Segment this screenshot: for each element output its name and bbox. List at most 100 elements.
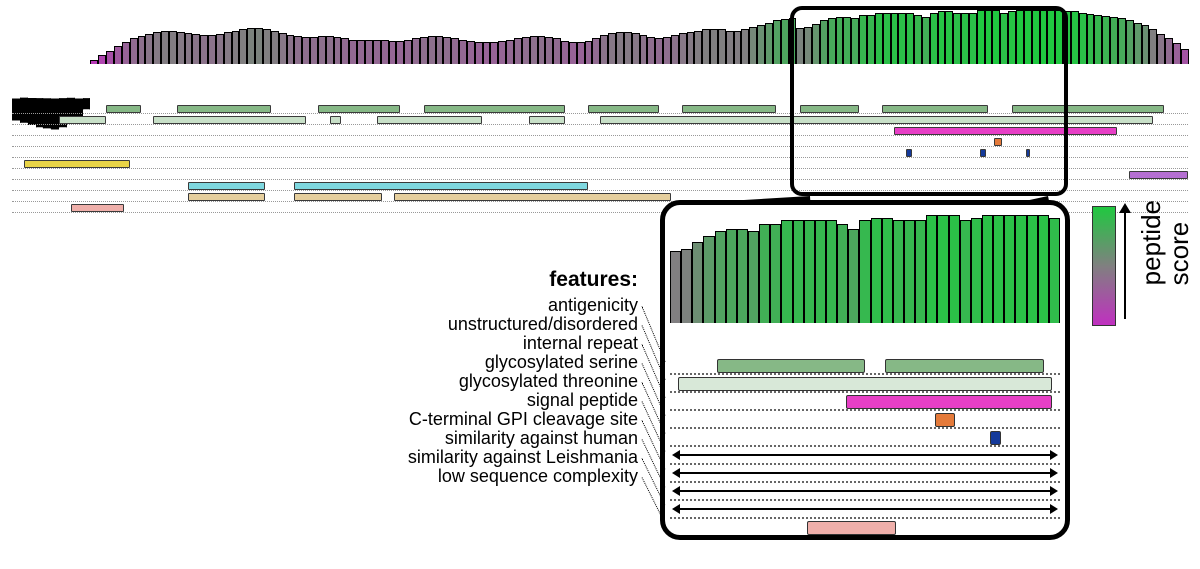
feature-label: signal peptide [326, 391, 638, 410]
segment [682, 105, 776, 113]
track-internal_repeat [12, 126, 1188, 136]
profile-bar [451, 38, 459, 64]
zoom-profile-bar [692, 242, 703, 323]
profile-bar [749, 27, 757, 64]
zoom-profile-bar [1027, 215, 1038, 323]
features-heading: features: [326, 268, 638, 292]
zoom-track-sim_human [670, 483, 1060, 501]
profile-bar [106, 51, 114, 65]
profile-bar [671, 35, 679, 64]
track-sim_human [12, 181, 1188, 191]
profile-bar [726, 31, 734, 65]
profile-bar [632, 33, 640, 65]
zoom-profile-bar [993, 215, 1004, 323]
profile-bar [1110, 17, 1118, 64]
profile-bar [545, 37, 553, 64]
profile-bar [239, 29, 247, 64]
profile-bar [365, 40, 373, 65]
profile-bar [341, 38, 349, 64]
profile-bar [1047, 10, 1055, 64]
profile-bar [710, 29, 718, 64]
zoom-profile-bar [859, 220, 870, 323]
profile-bar [1102, 16, 1110, 64]
continues-arrow-icon [678, 508, 1052, 510]
segment [188, 193, 264, 201]
profile-bar [1055, 10, 1063, 64]
zoom-profile-bar [793, 220, 804, 323]
profile-bar [138, 36, 146, 64]
zoom-track-antigenicity [670, 357, 1060, 375]
segment [994, 138, 1002, 146]
feature-label: C-terminal GPI cleavage site [326, 410, 638, 429]
profile-bar [349, 40, 357, 65]
profile-bar [765, 23, 773, 65]
profile-bar [553, 38, 561, 64]
zoom-profile-bar [971, 218, 982, 323]
feature-label: similarity against human [326, 429, 638, 448]
profile-bar [577, 42, 585, 65]
legend-text: peptide score [1137, 200, 1193, 285]
segment [894, 127, 1117, 135]
profile-bar [624, 32, 632, 65]
profile-bar [185, 33, 193, 65]
profile-bar [271, 31, 279, 65]
profile-bar [1040, 10, 1048, 64]
zoom-profile-bar [915, 220, 926, 323]
profile-bar [843, 17, 851, 64]
track-c_terminal_gpi [12, 170, 1188, 180]
zoom-profile-bar [926, 215, 937, 323]
profile-bar [1016, 10, 1024, 64]
zoom-track-glyco_threonine [670, 429, 1060, 447]
zoom-track-c_terminal_gpi [670, 465, 1060, 483]
profile-bar [396, 41, 404, 65]
feature-label: glycosylated serine [326, 353, 638, 372]
feature-tracks [12, 104, 1188, 214]
track-unstructured [12, 115, 1188, 125]
profile-bar [741, 29, 749, 64]
segment [377, 116, 483, 124]
profile-chart [12, 8, 1188, 98]
zoom-profile-bar [815, 220, 826, 323]
zoom-segment [807, 521, 897, 535]
zoom-track-unstructured [670, 375, 1060, 393]
profile-bar [969, 13, 977, 65]
track-antigenicity [12, 104, 1188, 114]
zoom-profile-bar [1004, 215, 1015, 323]
profile-bar [836, 17, 844, 64]
segment [882, 105, 988, 113]
zoom-profile-bar [726, 229, 737, 323]
zoom-profile-bar [837, 224, 848, 323]
profile-bar [443, 37, 451, 64]
profile-bar [600, 35, 608, 64]
profile-bar [875, 13, 883, 65]
profile-bar [404, 40, 412, 65]
profile-bar [498, 41, 506, 65]
profile-bar [1149, 29, 1157, 64]
profile-bar [718, 29, 726, 64]
profile-bar [898, 13, 906, 65]
zoom-profile-bar [826, 220, 837, 323]
profile-bar [977, 10, 985, 64]
segment [59, 116, 106, 124]
profile-bar [820, 20, 828, 64]
profile-bar [208, 35, 216, 64]
zoom-profile-bar [715, 231, 726, 323]
zoom-profile-bar [748, 231, 759, 323]
profile-bar [655, 38, 663, 64]
profile-bar [263, 29, 271, 64]
profile-bar [608, 33, 616, 65]
segment [106, 105, 141, 113]
zoom-profile-bar [670, 251, 681, 323]
segment [600, 116, 1153, 124]
track-signal_peptide [12, 159, 1188, 169]
profile-bar [310, 37, 318, 64]
profile-bar [945, 11, 953, 64]
profile-bar [287, 35, 295, 64]
zoom-panel [660, 200, 1070, 540]
zoom-profile-bar [1049, 218, 1060, 323]
zoom-track-signal_peptide [670, 447, 1060, 465]
profile-bar [616, 32, 624, 65]
profile-bar [153, 32, 161, 65]
segment [71, 204, 124, 212]
profile-bar [514, 38, 522, 64]
